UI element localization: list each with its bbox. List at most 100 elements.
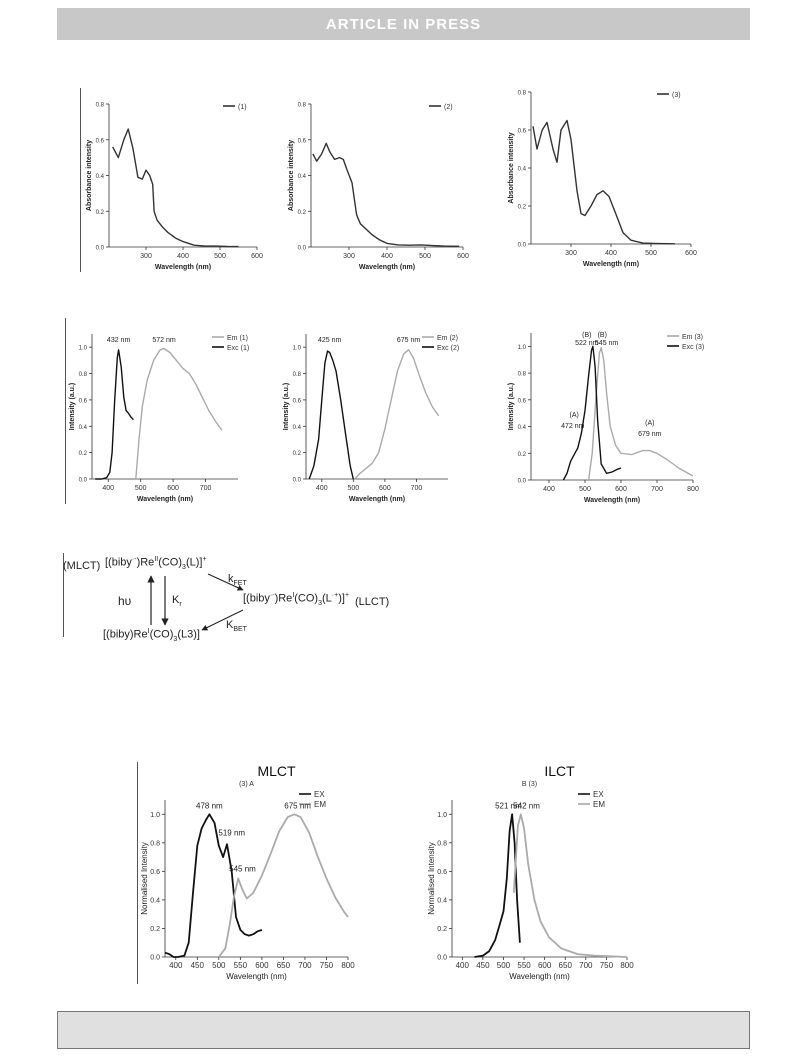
left-rule: [63, 553, 64, 637]
y-tick-label: 0.2: [293, 451, 302, 457]
x-tick-label: 550: [234, 961, 248, 970]
absorbance-chart-1: 300 400 500 600 0.0 0.2 0.4 0.6 0.8 Wavelength (n…: [86, 103, 263, 272]
rate-text: K: [226, 619, 234, 631]
x-tick-label: 600: [255, 961, 269, 970]
x-axis-label: Wavelength (nm): [584, 497, 640, 504]
x-tick-label: 400: [102, 485, 114, 492]
peak-annotation: (B): [582, 332, 591, 339]
kr-label: Kr: [172, 594, 182, 608]
peak-annotation: (A): [570, 412, 579, 419]
x-tick-label: 450: [476, 961, 490, 970]
y-axis-label: Intensity (a.u.): [508, 383, 515, 430]
peak-annotation: 545 nm: [229, 864, 256, 873]
y-tick-label: 0.6: [298, 138, 307, 144]
emission-chart-2: 400 500 600 700 0.0 0.2 0.4 0.6 0.8 1.0 Wavelength…: [283, 334, 459, 503]
x-axis-label: Wavelength (nm): [137, 496, 193, 503]
x-tick-label: 600: [251, 253, 263, 260]
series-line: [312, 142, 460, 247]
complex-sup: I: [147, 628, 150, 635]
y-tick-label: 0.6: [437, 869, 447, 876]
x-axis-label: Wavelength (nm): [226, 972, 287, 981]
complex-text: [(biby)Re: [103, 628, 148, 641]
emission-chart-3: 400 500 600 700 800 0.0 0.2 0.4 0.6 0.8 1.0 Wavelen…: [508, 332, 704, 504]
absorbance-chart-2: 300 400 500 600 0.0 0.2 0.4 0.6 0.8 Wavelength (n…: [288, 103, 469, 272]
legend-label: Exc (3): [682, 344, 704, 351]
y-tick-label: 0.6: [518, 398, 527, 404]
llct-complex: [(biby·-)ReI(CO)3(L·+)]+: [243, 592, 349, 607]
rate-sub: FET: [233, 580, 247, 588]
y-tick-label: 0.6: [518, 129, 527, 135]
x-tick-label: 300: [343, 253, 355, 260]
y-tick-label: 0.2: [518, 205, 527, 211]
peak-annotation: 675 nm: [284, 802, 311, 811]
complex-text: (CO): [294, 592, 319, 605]
y-tick-label: 1.0: [518, 345, 527, 351]
y-tick-label: 0.6: [150, 869, 160, 876]
y-tick-label: 0.8: [298, 103, 307, 109]
series-line: [308, 350, 354, 480]
x-tick-label: 800: [687, 486, 699, 493]
y-tick-label: 0.8: [293, 372, 302, 378]
x-tick-label: 400: [543, 486, 555, 493]
series-line: [95, 349, 135, 480]
series-line: [512, 813, 628, 958]
y-tick-label: 0.0: [437, 955, 447, 962]
y-tick-label: 0.0: [96, 246, 105, 252]
legend-label: EM: [314, 800, 326, 809]
complex-text: (L: [322, 592, 332, 605]
x-tick-label: 600: [615, 486, 627, 493]
y-tick-label: 0.0: [518, 479, 527, 485]
y-tick-label: 0.0: [298, 246, 307, 252]
peak-annotation: 432 nm: [107, 337, 131, 344]
y-tick-label: 0.4: [518, 167, 527, 173]
y-tick-label: 0.4: [96, 174, 105, 180]
y-axis-label: Intensity (a.u.): [69, 383, 76, 430]
complex-sup: +: [202, 556, 207, 563]
x-tick-label: 500: [135, 485, 147, 492]
x-tick-label: 400: [605, 250, 617, 257]
legend-label: EX: [314, 790, 325, 799]
peak-annotation: 472 nm: [561, 423, 585, 430]
y-tick-label: 0.2: [437, 926, 447, 933]
y-tick-label: 0.4: [150, 897, 160, 904]
x-tick-label: 650: [559, 961, 573, 970]
y-tick-label: 0.8: [437, 840, 447, 847]
x-tick-label: 400: [177, 253, 189, 260]
peak-annotation: (B): [598, 332, 607, 339]
y-axis-label: Normalised Intensity: [140, 842, 149, 914]
y-tick-label: 0.2: [150, 926, 160, 933]
legend-label: Exc (1): [227, 345, 249, 352]
legend-label: (3): [672, 92, 681, 99]
emission-chart-1: 400 500 600 700 0.0 0.2 0.4 0.6 0.8 1.0 Wavelength…: [69, 334, 249, 503]
y-tick-label: 0.2: [518, 452, 527, 458]
rate-sub: r: [179, 601, 182, 609]
complex-sup: ·+: [331, 592, 339, 599]
complex-sup: ·-: [269, 592, 275, 599]
y-tick-label: 0.4: [437, 897, 447, 904]
y-tick-label: 1.0: [79, 346, 88, 352]
series-line: [562, 345, 622, 481]
kfet-label: kFET: [228, 573, 247, 587]
chart-subtitle: (3) A: [239, 781, 254, 788]
absorbance-chart-3: 300 400 500 600 0.0 0.2 0.4 0.6 0.8 Wavelength (n…: [508, 91, 697, 269]
x-tick-label: 500: [645, 250, 657, 257]
rate-text: K: [172, 594, 180, 606]
complex-text: [(biby: [243, 592, 270, 605]
y-axis-label: Intensity (a.u.): [283, 383, 290, 430]
back-electron-transfer-arrow: [201, 609, 244, 631]
x-tick-label: 400: [316, 485, 328, 492]
peak-annotation: 545 nm: [595, 340, 619, 347]
peak-annotation: 572 nm: [152, 337, 176, 344]
header-banner: ARTICLE IN PRESS: [57, 8, 750, 40]
y-tick-label: 1.0: [150, 812, 160, 819]
series-line: [354, 349, 440, 480]
y-tick-label: 1.0: [293, 346, 302, 352]
legend-label: Em (2): [437, 335, 458, 342]
x-tick-label: 700: [651, 486, 663, 493]
x-tick-label: 750: [600, 961, 614, 970]
x-tick-label: 500: [497, 961, 511, 970]
y-axis-label: Absorbance intensity: [288, 140, 295, 211]
peak-annotation: (A): [645, 420, 654, 427]
y-tick-label: 0.2: [96, 210, 105, 216]
complex-text: (CO): [158, 556, 183, 569]
